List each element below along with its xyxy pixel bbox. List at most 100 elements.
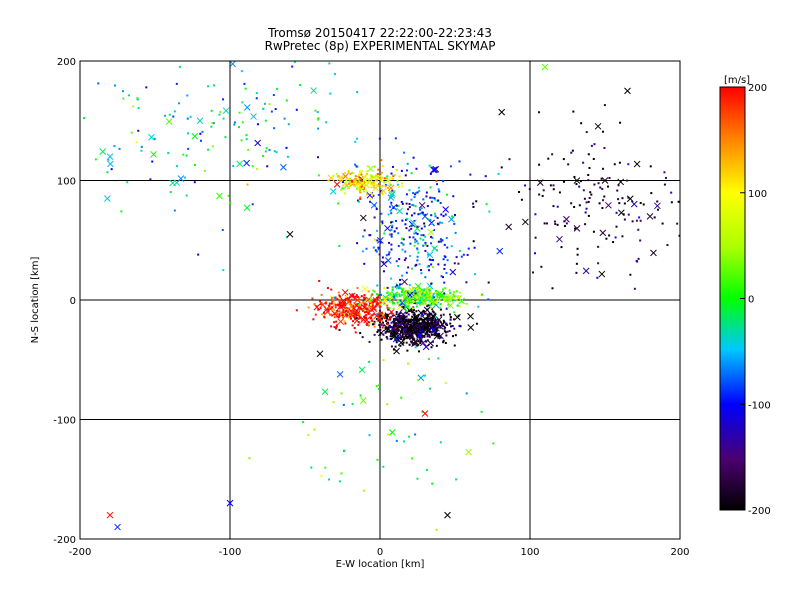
- scatter-dot: [344, 312, 347, 315]
- scatter-dot: [390, 316, 393, 319]
- scatter-cross: [403, 333, 411, 341]
- scatter-dot: [222, 117, 225, 120]
- scatter-dot: [388, 307, 391, 310]
- scatter-dot: [365, 170, 368, 173]
- scatter-dot: [397, 328, 400, 331]
- scatter-dot: [435, 180, 438, 183]
- scatter-dot: [411, 310, 414, 313]
- scatter-dot: [393, 295, 396, 298]
- scatter-cross: [191, 132, 199, 140]
- scatter-dot: [413, 311, 416, 314]
- scatter-dot: [424, 241, 427, 244]
- y-tick-label: 100: [57, 177, 76, 188]
- scatter-dot: [401, 333, 404, 336]
- scatter-dot: [389, 317, 392, 320]
- scatter-dot: [437, 223, 440, 226]
- scatter-dot: [405, 309, 408, 312]
- scatter-dot: [565, 222, 568, 225]
- scatter-dot: [421, 312, 424, 315]
- scatter-dot: [241, 101, 244, 104]
- scatter-dot: [571, 149, 574, 152]
- scatter-dot: [465, 302, 468, 305]
- scatter-cross: [348, 292, 356, 300]
- scatter-dot: [382, 313, 385, 316]
- scatter-dot: [385, 295, 388, 298]
- scatter-dot: [365, 299, 368, 302]
- scatter-cross: [626, 195, 634, 203]
- scatter-dot: [407, 313, 410, 316]
- scatter-dot: [348, 180, 351, 183]
- scatter-dot: [317, 117, 320, 120]
- scatter-dot: [408, 202, 411, 205]
- scatter-dot: [404, 327, 407, 330]
- scatter-cross: [387, 184, 395, 192]
- scatter-cross: [150, 151, 157, 158]
- scatter-dot: [437, 188, 440, 191]
- scatter-cross: [104, 195, 111, 202]
- scatter-dot: [360, 185, 363, 188]
- scatter-dot: [442, 319, 445, 322]
- scatter-dot: [452, 293, 455, 296]
- scatter-dot: [388, 300, 391, 303]
- scatter-cross: [361, 177, 369, 184]
- scatter-dot: [390, 345, 393, 348]
- scatter-dot: [377, 384, 380, 387]
- scatter-cross: [449, 268, 457, 276]
- scatter-dot: [587, 173, 590, 176]
- scatter-dot: [344, 182, 347, 185]
- scatter-dot: [437, 357, 440, 360]
- scatter-dot: [211, 121, 214, 124]
- scatter-dot: [608, 234, 611, 237]
- scatter-dot: [390, 233, 393, 236]
- scatter-dot: [351, 181, 354, 184]
- scatter-dot: [377, 248, 380, 251]
- scatter-dot: [407, 320, 410, 323]
- scatter-cross: [422, 343, 430, 351]
- scatter-dot: [406, 362, 409, 365]
- scatter-dot: [543, 222, 546, 225]
- scatter-dot: [443, 327, 446, 330]
- scatter-dot: [363, 176, 366, 179]
- scatter-dot: [347, 171, 350, 174]
- scatter-dot: [334, 73, 337, 76]
- scatter-dot: [434, 289, 437, 292]
- scatter-dot: [418, 350, 421, 353]
- scatter-dot: [421, 323, 424, 326]
- scatter-dot: [392, 331, 395, 334]
- scatter-dot: [136, 98, 139, 101]
- scatter-dot: [436, 333, 439, 336]
- scatter-dot: [337, 291, 340, 294]
- scatter-dot: [264, 150, 267, 153]
- scatter-dot: [584, 223, 587, 226]
- scatter-dot: [429, 196, 432, 199]
- scatter-dot: [602, 167, 605, 170]
- scatter-dot: [409, 336, 412, 339]
- scatter-dot: [394, 317, 397, 320]
- scatter-dot: [409, 340, 412, 343]
- scatter-dot: [227, 194, 230, 197]
- scatter-dot: [426, 295, 429, 298]
- scatter-dot: [429, 295, 432, 298]
- scatter-dot: [437, 240, 440, 243]
- scatter-dot: [373, 184, 376, 187]
- scatter-dot: [120, 210, 123, 213]
- scatter-dot: [420, 227, 423, 230]
- scatter-dot: [419, 339, 422, 342]
- scatter-cross: [398, 299, 406, 306]
- scatter-dot: [334, 303, 337, 306]
- scatter-dot: [404, 305, 407, 308]
- scatter-dot: [377, 246, 380, 249]
- scatter-dot: [449, 325, 452, 328]
- scatter-cross: [563, 215, 570, 223]
- scatter-dot: [375, 385, 378, 388]
- scatter-dot: [408, 303, 411, 306]
- scatter-cross: [359, 397, 367, 404]
- scatter-dot: [460, 255, 463, 258]
- scatter-dot: [433, 197, 436, 200]
- scatter-dot: [360, 318, 363, 321]
- scatter-dot: [446, 330, 449, 333]
- scatter-dot: [385, 254, 388, 257]
- scatter-dot: [262, 155, 265, 158]
- scatter-dot: [650, 192, 653, 195]
- scatter-dot: [385, 330, 388, 333]
